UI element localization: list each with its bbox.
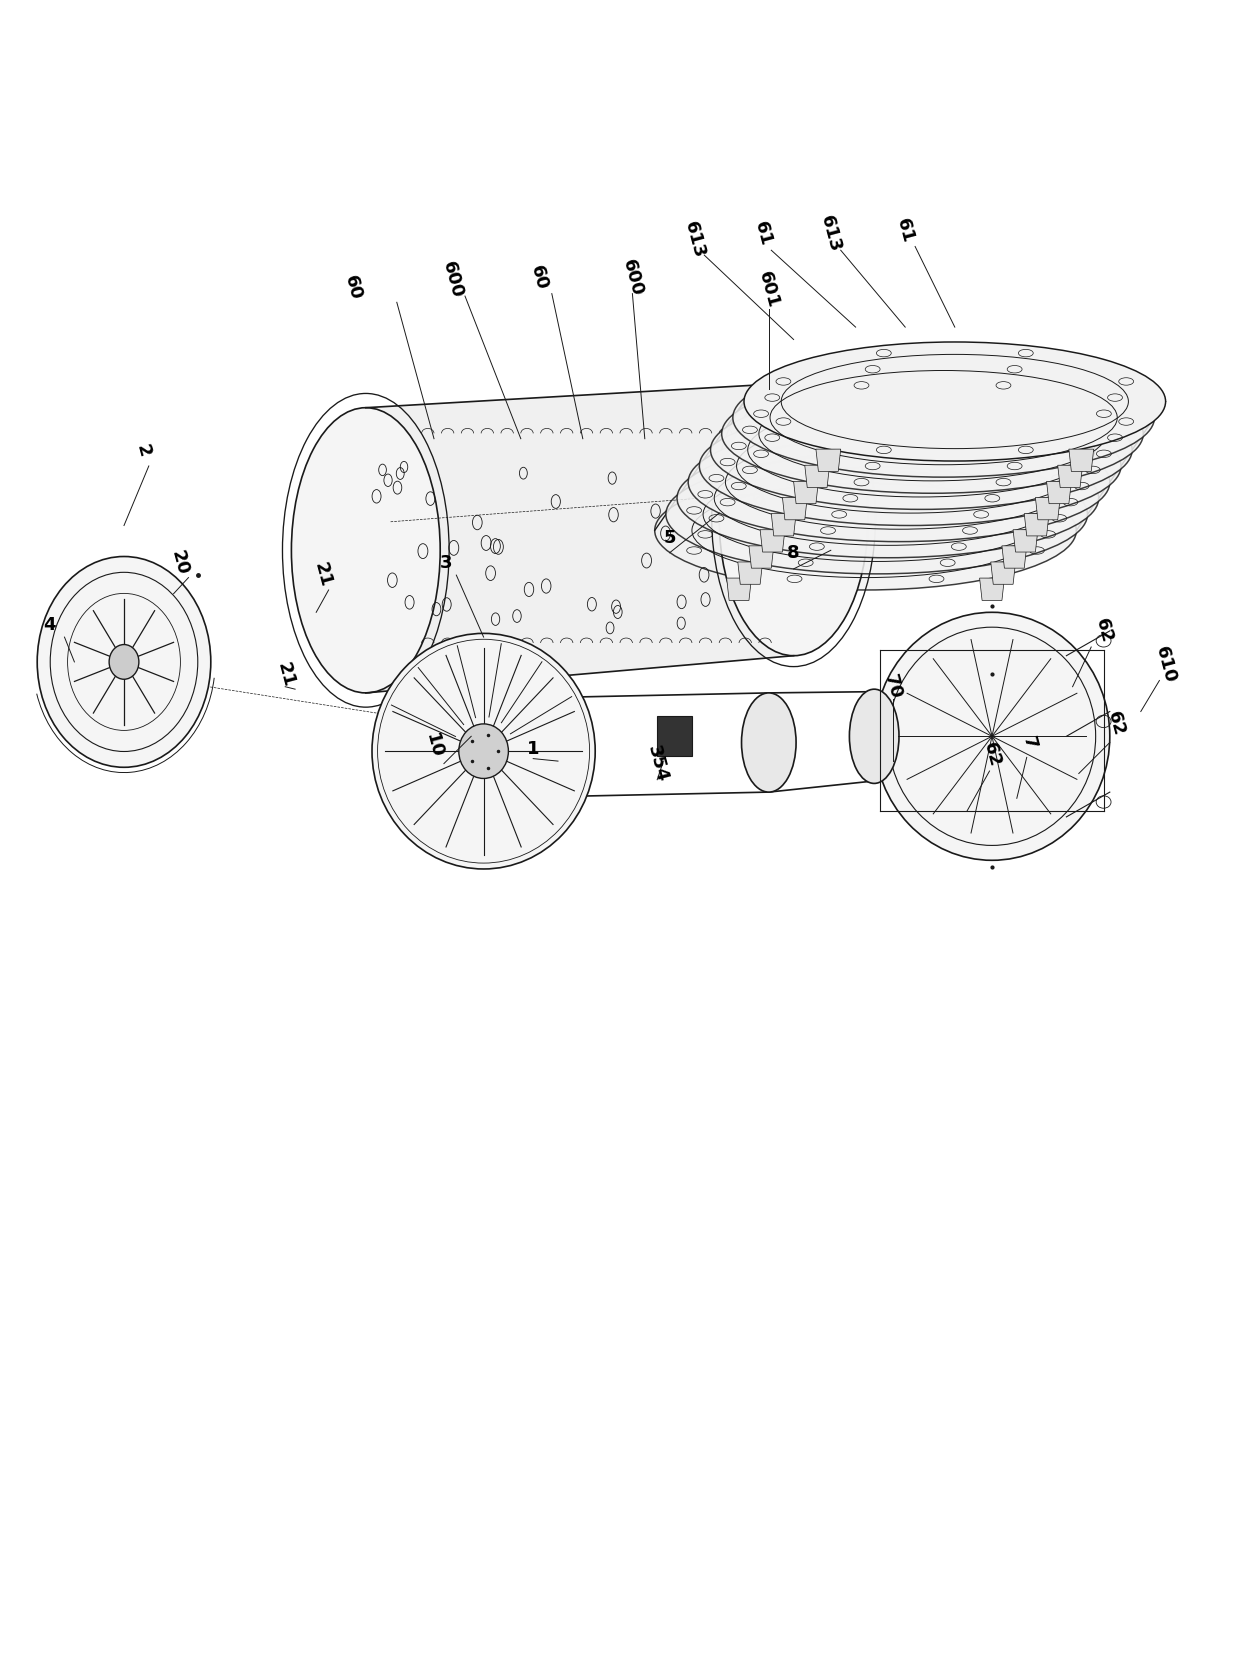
Polygon shape: [1058, 465, 1083, 488]
Text: 10: 10: [422, 732, 446, 760]
Text: 610: 610: [1152, 643, 1179, 685]
Ellipse shape: [677, 439, 1099, 558]
Polygon shape: [816, 449, 841, 471]
Polygon shape: [1013, 530, 1038, 551]
Text: 62: 62: [980, 740, 1004, 769]
Ellipse shape: [719, 383, 868, 655]
Text: 62: 62: [1104, 710, 1128, 739]
Polygon shape: [771, 513, 796, 536]
Text: 20: 20: [167, 548, 192, 576]
Polygon shape: [1002, 546, 1027, 568]
Text: 354: 354: [644, 744, 671, 784]
Text: 21: 21: [273, 660, 298, 688]
Ellipse shape: [688, 423, 1110, 541]
Text: 70: 70: [880, 672, 905, 702]
Text: 60: 60: [527, 262, 552, 292]
Text: 613: 613: [817, 214, 844, 254]
Text: 613: 613: [681, 221, 708, 261]
Polygon shape: [366, 383, 794, 693]
Bar: [657, 717, 692, 757]
Polygon shape: [1069, 449, 1094, 471]
Ellipse shape: [742, 693, 796, 792]
Polygon shape: [727, 578, 751, 600]
Polygon shape: [1024, 513, 1049, 536]
Ellipse shape: [450, 698, 505, 799]
Polygon shape: [738, 561, 763, 585]
Ellipse shape: [722, 374, 1143, 493]
Ellipse shape: [699, 406, 1121, 525]
Ellipse shape: [109, 645, 139, 678]
Text: 62: 62: [1091, 617, 1116, 645]
Polygon shape: [794, 481, 818, 503]
Polygon shape: [1035, 498, 1060, 520]
Polygon shape: [980, 578, 1004, 600]
Text: 2: 2: [133, 443, 153, 460]
Ellipse shape: [874, 612, 1110, 861]
Text: 21: 21: [310, 561, 335, 590]
Polygon shape: [760, 530, 785, 551]
Ellipse shape: [711, 391, 1132, 510]
Text: 600: 600: [619, 257, 646, 297]
Text: 61: 61: [893, 216, 918, 244]
Text: 600: 600: [439, 259, 466, 301]
Text: 3: 3: [440, 553, 453, 571]
Text: 7: 7: [1019, 734, 1039, 750]
Polygon shape: [991, 561, 1016, 585]
Text: 601: 601: [755, 269, 782, 311]
Ellipse shape: [733, 358, 1154, 478]
Ellipse shape: [459, 724, 508, 779]
Polygon shape: [749, 546, 774, 568]
Polygon shape: [782, 498, 807, 520]
Text: 8: 8: [787, 543, 800, 561]
Polygon shape: [805, 465, 830, 488]
Text: 4: 4: [43, 615, 56, 633]
Text: 61: 61: [750, 219, 775, 249]
Ellipse shape: [849, 688, 899, 784]
Text: 5: 5: [663, 530, 676, 546]
Text: 1: 1: [527, 740, 539, 757]
Ellipse shape: [37, 556, 211, 767]
Text: 60: 60: [341, 272, 366, 302]
Ellipse shape: [372, 633, 595, 869]
Polygon shape: [1047, 481, 1071, 503]
Ellipse shape: [666, 455, 1087, 573]
Ellipse shape: [655, 471, 1076, 590]
Ellipse shape: [291, 408, 440, 693]
Ellipse shape: [744, 343, 1166, 461]
